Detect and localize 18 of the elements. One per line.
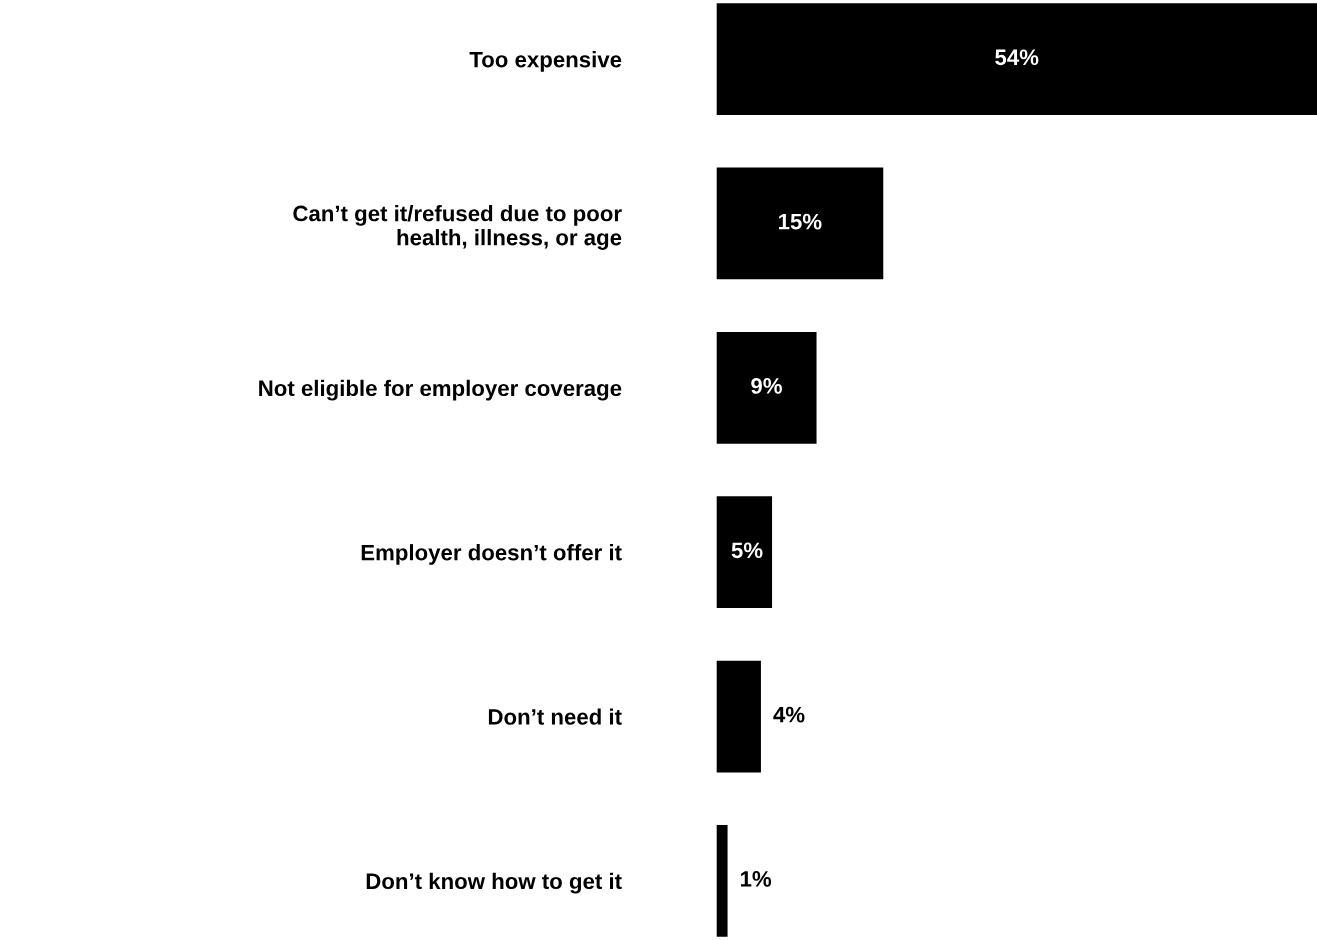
data-label: 1% [740, 871, 772, 887]
data-label: 15% [779, 213, 822, 230]
bar [716, 660, 761, 773]
bar [716, 167, 884, 280]
bar [716, 3, 1317, 116]
data-label: 9% [751, 378, 782, 394]
y-tick-label: Don’t know how to get it [366, 872, 622, 894]
bar [716, 331, 817, 444]
data-label: 5% [731, 542, 763, 559]
y-tick-label: Don’t need it [488, 708, 622, 725]
y-tick-label: Employer doesn’t offer it [361, 544, 622, 565]
data-label: 4% [773, 706, 805, 723]
y-tick-label: Too expensive [469, 51, 622, 72]
bar [716, 824, 728, 937]
bar [716, 496, 773, 609]
data-label: 54% [995, 49, 1039, 66]
y-tick-label: Not eligible for employer coverage [259, 379, 622, 401]
y-tick-label: Can’t get it/refused due to poor health, illness, or age [293, 205, 622, 250]
